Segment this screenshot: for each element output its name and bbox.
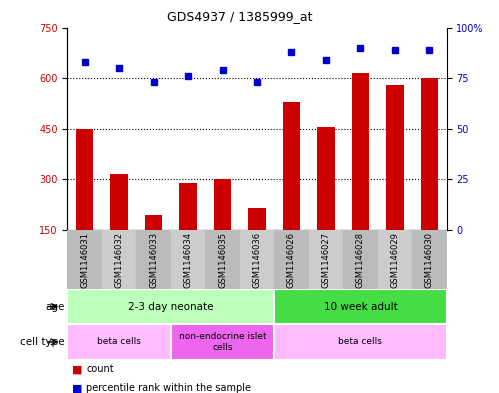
Text: 10 week adult: 10 week adult [323,301,397,312]
Text: GSM1146026: GSM1146026 [287,231,296,288]
Text: GSM1146029: GSM1146029 [390,231,399,288]
Bar [274,289,447,324]
Bar [171,324,274,360]
Text: GSM1146030: GSM1146030 [425,231,434,288]
Bar [67,289,274,324]
Bar [214,179,231,230]
Bar [102,230,136,289]
Bar [283,102,300,230]
Bar [386,85,404,230]
Bar [110,174,128,230]
Bar [274,230,309,289]
Bar [412,230,447,289]
Bar [352,73,369,230]
Bar [76,129,93,230]
Bar [205,230,240,289]
Bar [136,230,171,289]
Text: 2-3 day neonate: 2-3 day neonate [128,301,214,312]
Text: GSM1146035: GSM1146035 [218,231,227,288]
Text: GDS4937 / 1385999_at: GDS4937 / 1385999_at [167,10,312,23]
Text: ■: ■ [72,383,83,393]
Text: GSM1146033: GSM1146033 [149,231,158,288]
Text: GSM1146036: GSM1146036 [252,231,261,288]
Text: GSM1146034: GSM1146034 [184,231,193,288]
Bar [240,230,274,289]
Text: GSM1146027: GSM1146027 [321,231,330,288]
Text: GSM1146032: GSM1146032 [115,231,124,288]
Bar [67,324,171,360]
Bar [378,230,412,289]
Bar [171,230,205,289]
Bar [309,230,343,289]
Text: beta cells: beta cells [338,338,382,346]
Bar [274,324,447,360]
Bar [317,127,334,230]
Text: GSM1146028: GSM1146028 [356,231,365,288]
Bar [67,230,102,289]
Bar [343,230,378,289]
Text: age: age [45,301,65,312]
Text: non-endocrine islet
cells: non-endocrine islet cells [179,332,266,352]
Text: beta cells: beta cells [97,338,141,346]
Text: count: count [86,364,114,374]
Text: ■: ■ [72,364,83,374]
Bar [145,215,162,230]
Bar [180,183,197,230]
Text: percentile rank within the sample: percentile rank within the sample [86,383,251,393]
Text: GSM1146031: GSM1146031 [80,231,89,288]
Bar [249,208,265,230]
Bar [421,78,438,230]
Text: cell type: cell type [20,337,65,347]
